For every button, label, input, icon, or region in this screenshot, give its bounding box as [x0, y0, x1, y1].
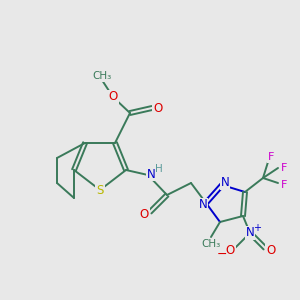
Text: O: O — [140, 208, 148, 220]
Text: −: − — [217, 248, 227, 260]
Text: CH₃: CH₃ — [201, 239, 220, 249]
Text: +: + — [253, 223, 261, 233]
Text: N: N — [199, 199, 207, 212]
Text: N: N — [220, 176, 230, 190]
Text: F: F — [268, 152, 274, 162]
Text: N: N — [147, 167, 155, 181]
Text: O: O — [225, 244, 235, 256]
Text: F: F — [281, 180, 287, 190]
Text: F: F — [281, 163, 287, 173]
Text: N: N — [246, 226, 254, 239]
Text: O: O — [108, 91, 118, 103]
Text: S: S — [96, 184, 104, 196]
Text: O: O — [153, 101, 163, 115]
Text: CH₃: CH₃ — [92, 71, 112, 81]
Text: O: O — [266, 244, 276, 256]
Text: H: H — [155, 164, 163, 174]
